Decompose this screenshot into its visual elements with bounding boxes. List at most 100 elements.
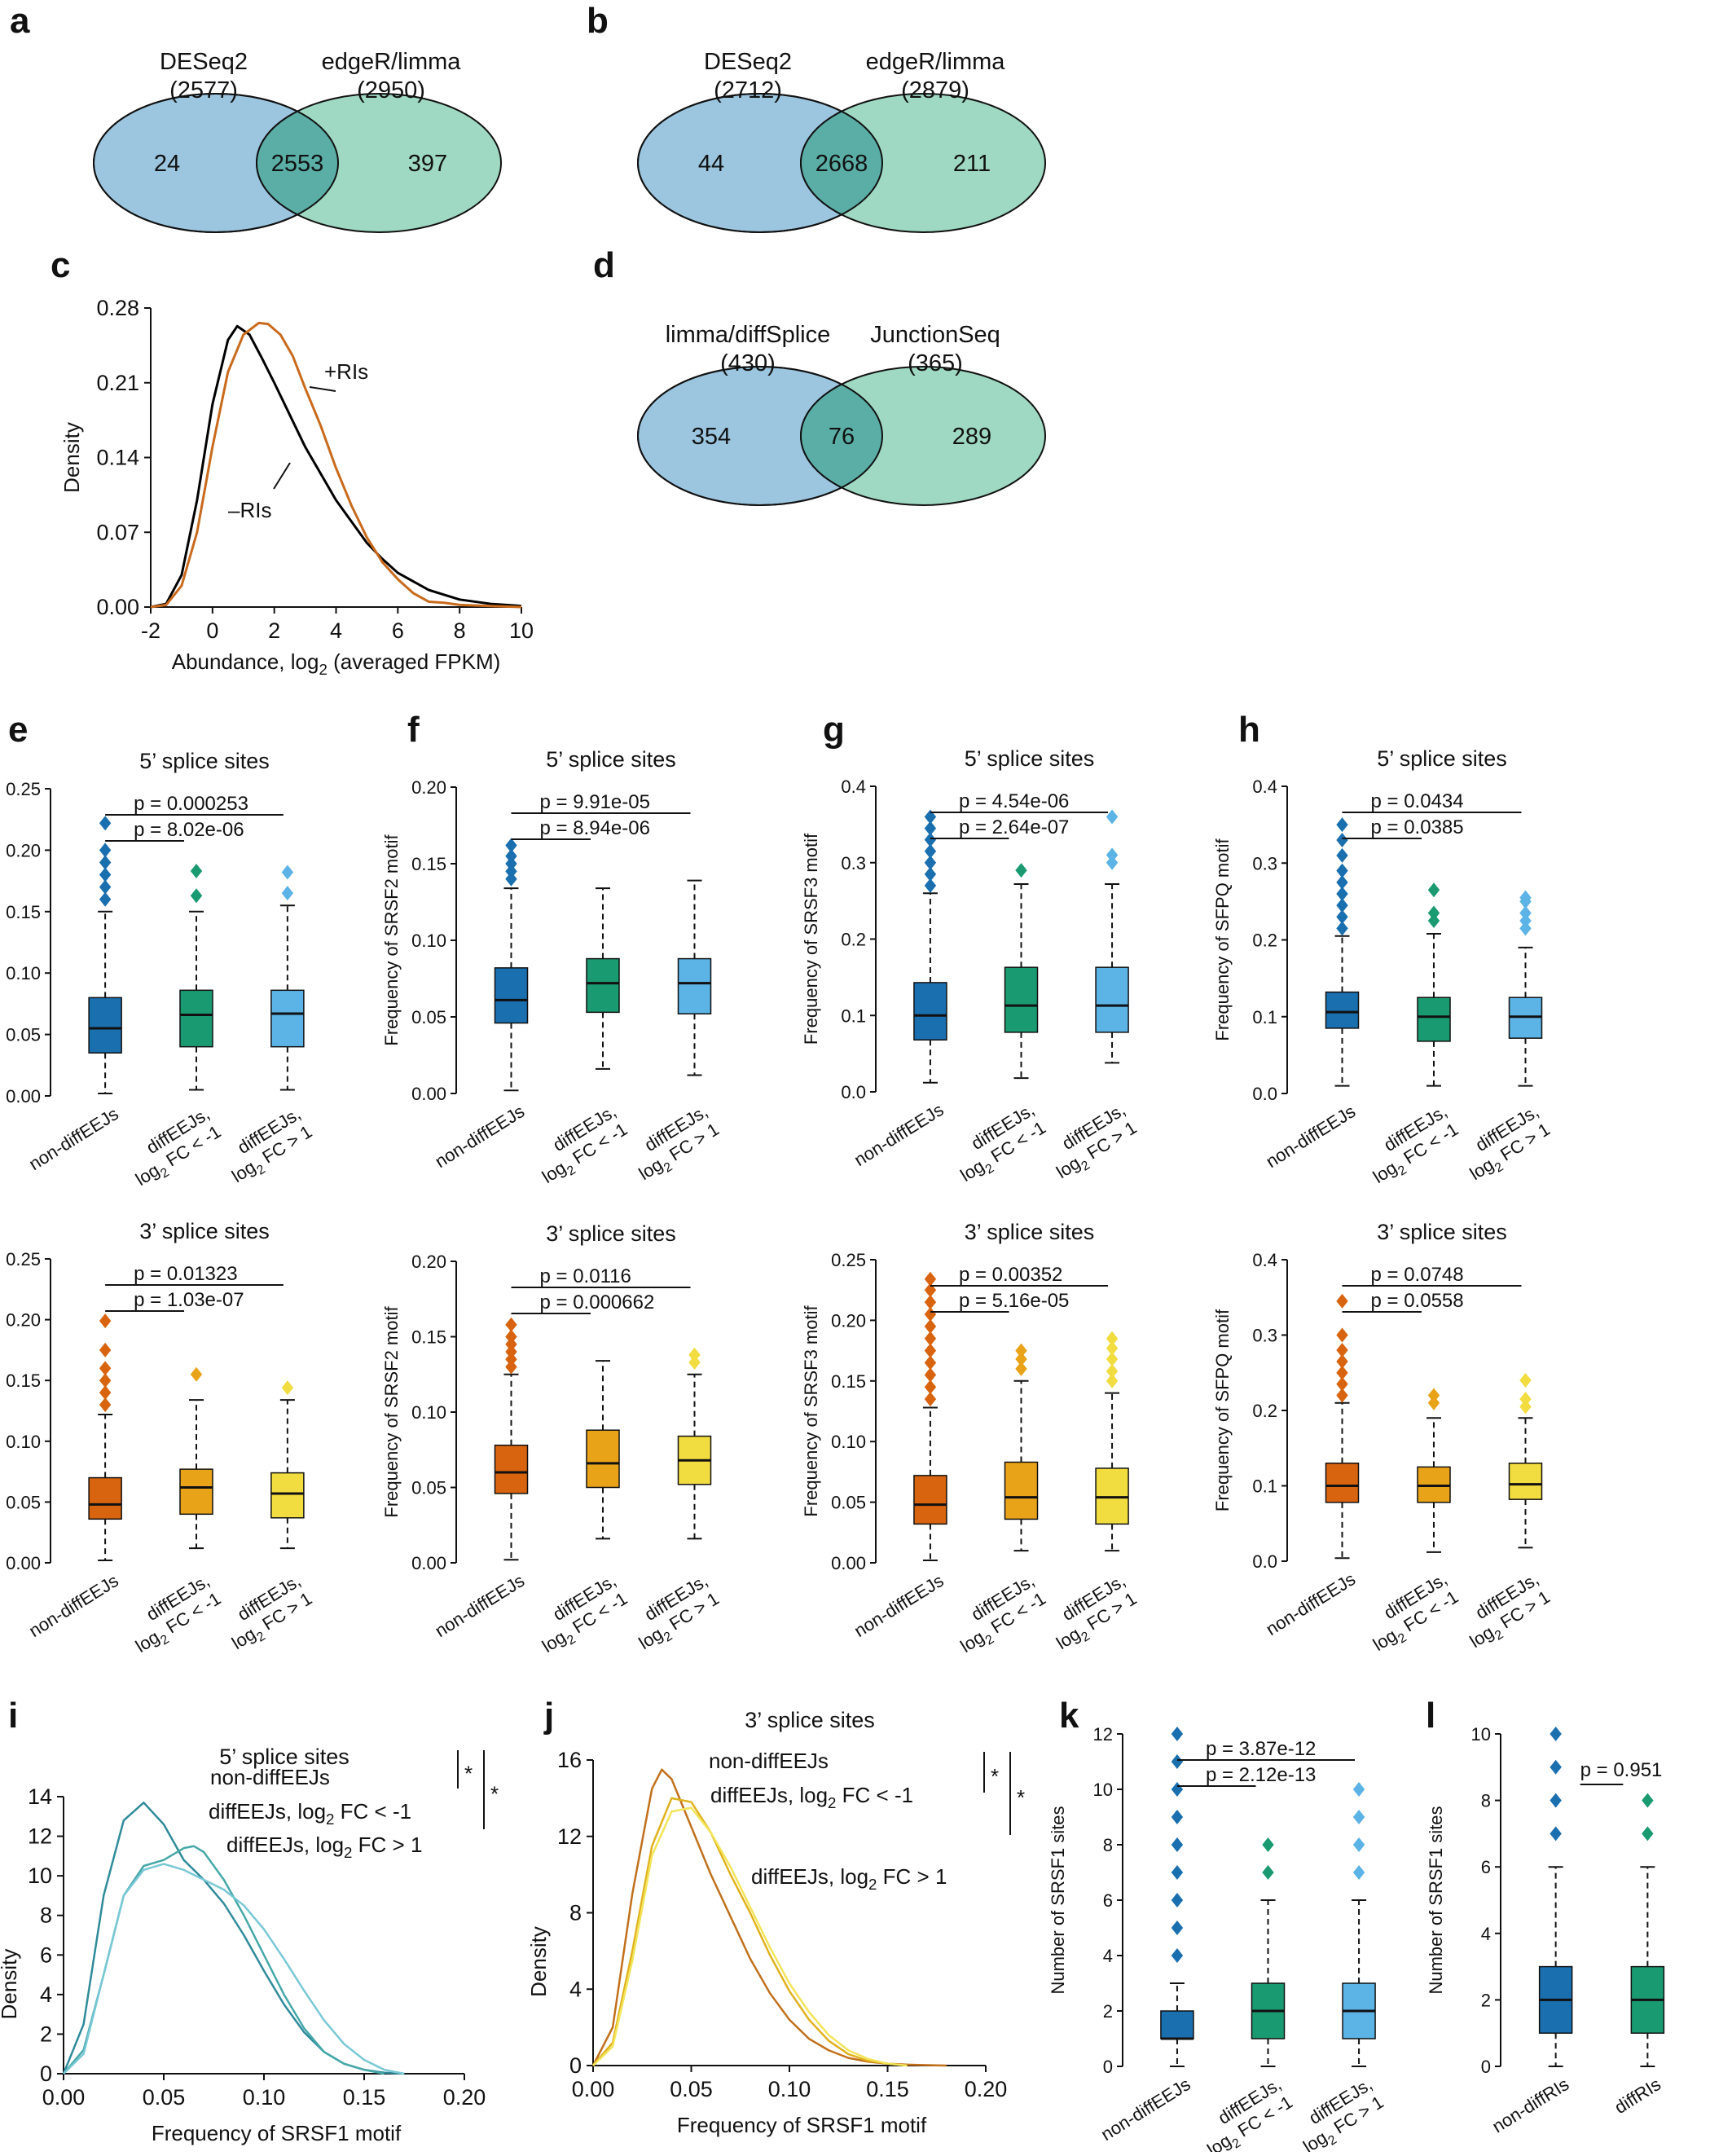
- y-tick-label: 0.00: [96, 595, 139, 619]
- category-label: diffEEJs,log2 FC > 1: [228, 1570, 315, 1653]
- outlier-point: [99, 855, 112, 870]
- y-tick-label: 0.0: [1252, 1551, 1277, 1572]
- panel-title: 5’ splice sites: [546, 747, 676, 772]
- y-tick-label: 10: [1471, 1724, 1491, 1745]
- outlier-point: [924, 1367, 937, 1383]
- outlier-point: [281, 865, 294, 880]
- y-tick-label: 4: [1481, 1924, 1491, 1944]
- category-label: diffEEJs,log2 FC < -1: [1203, 2074, 1296, 2156]
- outlier-point: [1352, 1782, 1365, 1797]
- outlier-point: [99, 867, 112, 882]
- pvalue-label: p = 9.91e-05: [540, 791, 650, 813]
- outlier-point: [1642, 1826, 1654, 1841]
- outlier-point: [1336, 817, 1348, 833]
- density-line-1: [592, 1797, 908, 2067]
- category-label: diffEEJs,log2 FC > 1: [1053, 1099, 1140, 1182]
- chart-g1: 0.0 0.1 0.2 0.3 0.4 Frequency of SRSF3 motif 5…: [801, 746, 1140, 1186]
- y-tick-label: 0.1: [1252, 1007, 1277, 1027]
- outlier-point: [1519, 1399, 1532, 1415]
- category-label-text: non-diffEEJs: [851, 1099, 947, 1170]
- category-label-text: non-diffEEJs: [431, 1101, 528, 1172]
- outlier-point: [99, 879, 112, 895]
- y-tick-label: 2: [40, 2022, 52, 2046]
- venn-left-name: limma/diffSplice: [666, 322, 831, 348]
- outlier-point: [1427, 1395, 1440, 1410]
- outlier-point: [190, 888, 203, 904]
- outlier-point: [924, 1331, 937, 1346]
- panel-label-i: i: [8, 1696, 18, 1736]
- outlier-point: [1015, 1361, 1027, 1376]
- y-axis-label: Density: [526, 1926, 551, 1997]
- y-tick-label: 0.05: [411, 1007, 446, 1027]
- category-label: diffEEJs,log2 FC < -1: [132, 1103, 225, 1190]
- chart-h2: 0.0 0.1 0.2 0.3 0.4 Frequency of SFPQ motif 3’…: [1212, 1220, 1554, 1655]
- outlier-point: [1642, 1793, 1654, 1808]
- category-label-text: non-diffEEJs: [25, 1103, 122, 1174]
- box: [179, 989, 213, 1048]
- category-label: non-diffEEJs: [431, 1570, 528, 1641]
- significance-star: *: [1017, 1785, 1025, 1810]
- outlier-point: [1106, 1363, 1119, 1379]
- y-tick-label: 0.05: [6, 1492, 41, 1512]
- pvalue-label: p = 1.03e-07: [134, 1289, 244, 1311]
- y-tick-label: 6: [1103, 1890, 1113, 1911]
- outlier-point: [688, 1354, 701, 1370]
- y-tick-label: 0: [569, 2053, 582, 2078]
- venn-d: limma/diffSplice(430) JunctionSeq(365) 354…: [637, 322, 1046, 506]
- outlier-point: [505, 1317, 517, 1332]
- outlier-point: [1262, 1837, 1274, 1852]
- pvalue-label: p = 0.0434: [1371, 790, 1464, 812]
- venn-overlap: [800, 367, 882, 505]
- chart-g2: 0.00 0.05 0.10 0.15 0.20 0.25 Frequency of SRS…: [801, 1220, 1140, 1657]
- venn-overlap-count: 2668: [815, 151, 868, 177]
- y-axis-label: Number of SRSF1 sites: [1048, 1806, 1068, 1994]
- y-tick-label: 0.15: [411, 1327, 446, 1348]
- venn-b: DESeq2(2712) edgeR/limma(2879) 44 2668 211: [637, 49, 1046, 233]
- y-tick-label: 6: [1481, 1857, 1491, 1877]
- category-label: diffEEJs,log2 FC > 1: [1053, 1570, 1140, 1653]
- panel-label-e: e: [8, 710, 28, 750]
- y-tick-label: 10: [28, 1863, 52, 1888]
- outlier-point: [924, 1295, 937, 1310]
- outlier-point: [1336, 1365, 1348, 1380]
- panel-label-f: f: [407, 710, 420, 750]
- venn-right-name: JunctionSeq: [870, 322, 1000, 348]
- y-tick-label: 0.05: [411, 1478, 446, 1498]
- x-tick-label: 0.05: [670, 2077, 713, 2101]
- pvalue-label: p = 0.0558: [1371, 1290, 1464, 1312]
- outlier-point: [1336, 1388, 1348, 1403]
- y-tick-label: 0.4: [1252, 777, 1277, 797]
- pvalue-label: p = 8.02e-06: [134, 819, 244, 841]
- series-line-0: [150, 324, 522, 609]
- outlier-point: [924, 1392, 937, 1407]
- outlier-point: [505, 864, 517, 879]
- venn-left-count: (2712): [714, 77, 782, 103]
- annotation-fc-neg: diffEEJs, log2 FC < -1: [209, 1799, 411, 1828]
- panel-title: 3’ splice sites: [1377, 1220, 1507, 1244]
- y-tick-label: 0.00: [831, 1553, 866, 1573]
- category-label-text: non-diffRIs: [1488, 2074, 1572, 2136]
- outlier-point: [924, 1343, 937, 1358]
- y-tick-label: 0.15: [6, 902, 41, 922]
- outlier-point: [1550, 1759, 1562, 1775]
- outlier-point: [281, 886, 294, 901]
- box: [913, 1475, 947, 1525]
- outlier-point: [1336, 1343, 1348, 1357]
- x-axis-label: Frequency of SRSF1 motif: [152, 2121, 402, 2145]
- outlier-point: [1336, 1327, 1348, 1343]
- category-label-text: non-diffEEJs: [851, 1570, 947, 1641]
- x-tick-label: 0.15: [866, 2077, 909, 2101]
- panel-label-b: b: [587, 1, 609, 41]
- outlier-point: [1015, 863, 1027, 878]
- chart-f1: 0.00 0.05 0.10 0.15 0.20 Frequency of SRSF2 m…: [381, 747, 723, 1187]
- venn-left-count: (2577): [169, 77, 238, 103]
- pvalue-label: p = 2.64e-07: [959, 816, 1069, 838]
- venn-right-only: 397: [408, 151, 447, 177]
- y-tick-label: 0: [40, 2061, 52, 2086]
- pvalue-label: p = 0.0116: [540, 1265, 631, 1287]
- venn-right-name: edgeR/limma: [866, 49, 1006, 75]
- y-tick-label: 14: [28, 1784, 52, 1809]
- y-tick-label: 2: [1103, 2001, 1113, 2022]
